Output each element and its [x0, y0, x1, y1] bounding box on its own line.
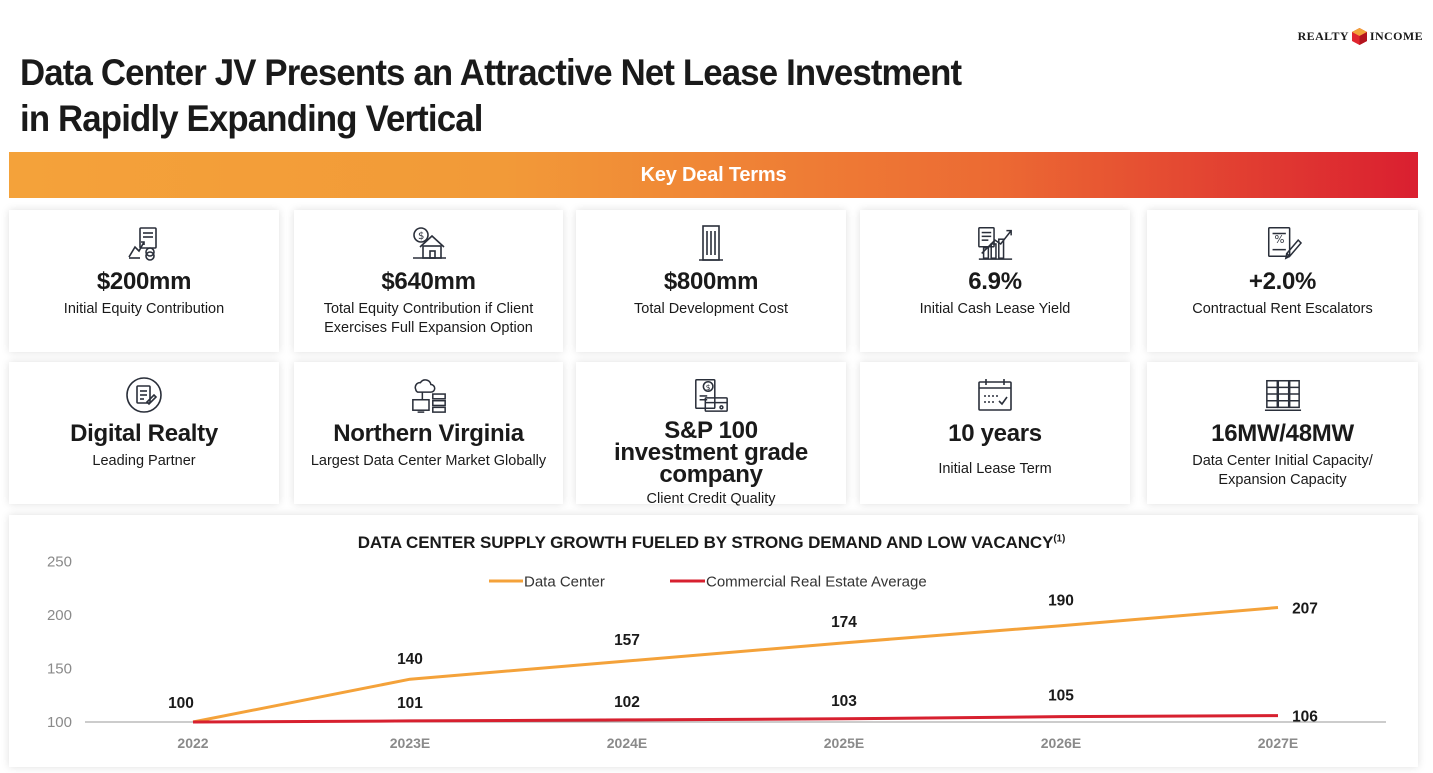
card-value: +2.0% [1248, 268, 1317, 295]
card-value: 6.9% [968, 268, 1022, 295]
deal-term-card-credit: $ S&P 100 investment grade company Clien… [576, 362, 846, 507]
card-value: $800mm [663, 268, 759, 295]
realty-income-logo: REALTY INCOME [1298, 28, 1423, 45]
card-label: Total Development Cost [634, 301, 788, 317]
house-dollar-icon: $ [410, 224, 448, 262]
deal-term-card-capacity: 16MW/48MW Data Center Initial Capacity/ … [1147, 362, 1418, 504]
card-label: Data Center Initial Capacity/ Expansion … [1192, 453, 1373, 488]
svg-text:$: $ [706, 383, 711, 392]
chart-title-footnote: (1) [1053, 533, 1066, 545]
card-value: Northern Virginia [333, 420, 524, 447]
card-label: Total Equity Contribution if Client Exer… [323, 301, 534, 336]
chart-title: DATA CENTER SUPPLY GROWTH FUELED BY STRO… [0, 533, 1423, 553]
card-value: 16MW/48MW [1211, 420, 1354, 447]
banner-title: Key Deal Terms [640, 163, 787, 186]
logo-text-right: INCOME [1369, 29, 1423, 43]
card-value: Digital Realty [70, 420, 218, 447]
contract-percent-icon: % [1264, 224, 1302, 262]
page-title-line1: Data Center JV Presents an Attractive Ne… [20, 52, 962, 93]
svg-text:%: % [1274, 234, 1284, 246]
deal-term-card-equity: $200mm Initial Equity Contribution [9, 210, 279, 352]
logo-text-left: REALTY [1297, 29, 1349, 43]
office-building-icon [692, 224, 730, 262]
card-value: S&P 100 investment grade company [614, 417, 808, 488]
calendar-icon [976, 376, 1014, 414]
data-center-network-icon [410, 376, 448, 414]
investment-chart-icon [125, 224, 163, 262]
deal-term-card-rent-escalators: % +2.0% Contractual Rent Escalators [1147, 210, 1418, 352]
page-title: Data Center JV Presents an Attractive Ne… [20, 50, 1054, 142]
logo-mark-icon [1351, 28, 1367, 45]
deal-term-card-lease-yield: 6.9% Initial Cash Lease Yield [860, 210, 1130, 352]
card-value: $200mm [96, 268, 192, 295]
deal-term-card-partner: Digital Realty Leading Partner [9, 362, 279, 504]
card-label: Contractual Rent Escalators [1192, 301, 1373, 317]
deal-term-card-total-equity: $ $640mm Total Equity Contribution if Cl… [294, 210, 563, 352]
card-label: Largest Data Center Market Globally [310, 453, 547, 469]
page-title-line2: in Rapidly Expanding Vertical [20, 98, 483, 139]
deal-term-card-lease-term: 10 years Initial Lease Term [860, 362, 1130, 504]
card-label: Initial Cash Lease Yield [919, 301, 1071, 317]
credit-card-bill-icon: $ [692, 376, 730, 414]
card-label: Client Credit Quality [646, 491, 776, 507]
deal-term-card-development-cost: $800mm Total Development Cost [576, 210, 846, 352]
key-deal-terms-banner: Key Deal Terms [9, 152, 1418, 198]
card-label: Leading Partner [92, 453, 196, 469]
growth-chart-icon [976, 224, 1014, 262]
partner-document-icon [125, 376, 163, 414]
deal-term-card-market: Northern Virginia Largest Data Center Ma… [294, 362, 563, 504]
chart-title-text: DATA CENTER SUPPLY GROWTH FUELED BY STRO… [357, 533, 1054, 552]
svg-text:$: $ [418, 231, 424, 242]
server-rack-icon [1264, 376, 1302, 414]
card-value: 10 years [948, 420, 1042, 447]
card-label: Initial Lease Term [938, 461, 1052, 477]
card-value: $640mm [381, 268, 476, 295]
card-label: Initial Equity Contribution [63, 301, 225, 317]
